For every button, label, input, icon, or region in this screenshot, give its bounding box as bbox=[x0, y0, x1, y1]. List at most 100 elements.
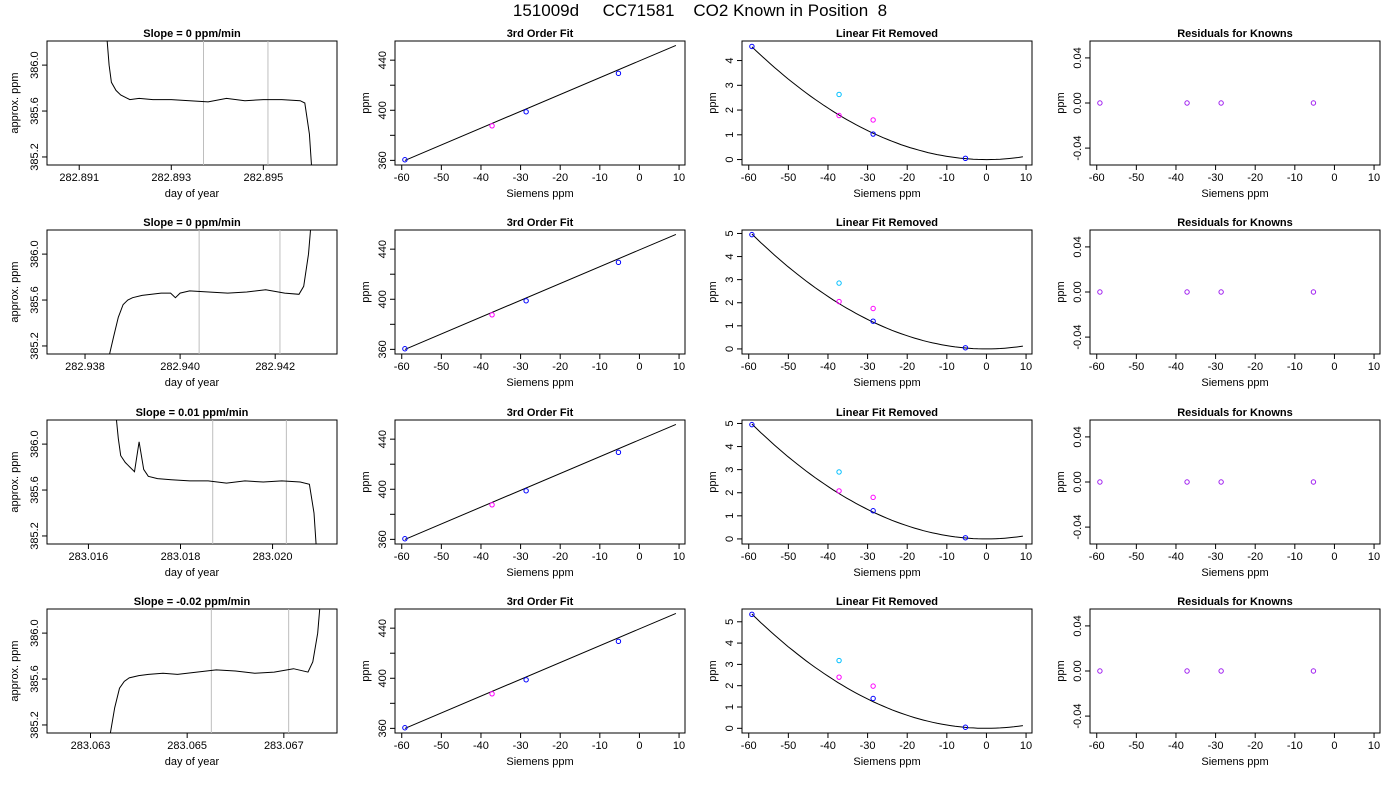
plot-frame bbox=[46, 608, 338, 734]
x-tick-label: -60 bbox=[741, 361, 757, 373]
data-point bbox=[870, 305, 876, 312]
x-tick-label: -10 bbox=[939, 361, 955, 373]
plot-title: Residuals for Knowns bbox=[1177, 596, 1293, 608]
plot-frame bbox=[741, 40, 1033, 166]
x-axis-label: Siemens ppm bbox=[506, 377, 573, 389]
x-tick-label: -50 bbox=[433, 551, 449, 563]
x-tick-label: 282.938 bbox=[65, 361, 105, 373]
y-axis-label: ppm bbox=[360, 92, 372, 113]
plot-frame bbox=[46, 229, 338, 355]
x-tick-label: -30 bbox=[1208, 172, 1224, 184]
plot-data bbox=[402, 233, 677, 352]
y-tick-label: 0.00 bbox=[1072, 92, 1084, 113]
x-tick-label: -50 bbox=[433, 361, 449, 373]
y-tick-label: 0 bbox=[724, 156, 736, 162]
data-point bbox=[1184, 289, 1190, 295]
x-tick-label: -30 bbox=[1208, 551, 1224, 563]
data-point bbox=[749, 43, 755, 50]
plot-frame bbox=[394, 419, 686, 545]
plot-1-2: 3rd Order Fit -60 -50 -40 -30 -20 -10 0 10 360 400… bbox=[360, 28, 686, 200]
x-tick-label: -40 bbox=[820, 740, 836, 752]
x-tick-label: -50 bbox=[1128, 172, 1144, 184]
data-point bbox=[836, 674, 842, 680]
data-point bbox=[402, 157, 408, 163]
x-tick-label: -60 bbox=[1089, 172, 1105, 184]
x-tick-label: -40 bbox=[1168, 172, 1184, 184]
x-tick-label: -20 bbox=[1247, 172, 1263, 184]
y-tick-label: 440 bbox=[377, 240, 389, 258]
x-tick-label: 0 bbox=[636, 361, 642, 373]
y-tick-label: 3 bbox=[724, 82, 736, 88]
x-tick-label: -30 bbox=[860, 361, 876, 373]
x-tick-label: -50 bbox=[780, 551, 796, 563]
y-tick-label: 5 bbox=[724, 230, 736, 236]
x-tick-label: -40 bbox=[820, 172, 836, 184]
plot-title: Linear Fit Removed bbox=[836, 596, 938, 608]
y-tick-label: 0.04 bbox=[1072, 47, 1084, 68]
x-tick-label: -50 bbox=[433, 740, 449, 752]
plot-title: Slope = -0.02 ppm/min bbox=[134, 596, 251, 608]
y-tick-label: 385.2 bbox=[29, 143, 41, 171]
plot-3-3: Linear Fit Removed -60 -50 -40 -30 -20 -10 0 10 0… bbox=[707, 407, 1033, 579]
plot-frame bbox=[741, 419, 1033, 545]
y-tick-label: 386.0 bbox=[29, 240, 41, 268]
x-tick-label: -30 bbox=[513, 740, 529, 752]
y-tick-label: -0.04 bbox=[1072, 136, 1084, 161]
plot-4-1: Slope = -0.02 ppm/min 283.063 283.065 283.0… bbox=[9, 596, 338, 768]
plot-frame bbox=[1089, 419, 1381, 545]
plot-data bbox=[106, 41, 312, 165]
y-tick-label: 2 bbox=[724, 683, 736, 689]
y-tick-label: 360 bbox=[377, 530, 389, 548]
data-point bbox=[749, 611, 755, 618]
x-axis-label: Siemens ppm bbox=[853, 567, 920, 579]
plot-2-4: Residuals for Knowns -60 -50 -40 -30 -20 -10 0 1… bbox=[1055, 217, 1381, 389]
y-tick-label: 2 bbox=[724, 300, 736, 306]
x-tick-label: -10 bbox=[592, 361, 608, 373]
x-axis-label: Siemens ppm bbox=[853, 756, 920, 768]
data-point bbox=[615, 259, 622, 266]
x-tick-label: -50 bbox=[433, 172, 449, 184]
x-tick-label: -60 bbox=[394, 361, 410, 373]
x-tick-label: -20 bbox=[899, 361, 915, 373]
x-tick-label: -40 bbox=[820, 551, 836, 563]
plot-frame bbox=[1089, 608, 1381, 734]
x-tick-label: -10 bbox=[939, 740, 955, 752]
plot-4-4: Residuals for Knowns -60 -50 -40 -30 -20 -10 0 1… bbox=[1055, 596, 1381, 768]
y-tick-label: 440 bbox=[377, 51, 389, 69]
x-axis-label: Siemens ppm bbox=[1201, 377, 1268, 389]
x-tick-label: 282.895 bbox=[243, 172, 283, 184]
y-tick-label: 360 bbox=[377, 719, 389, 737]
plot-title: Residuals for Knowns bbox=[1177, 217, 1293, 229]
y-tick-label: 4 bbox=[724, 640, 736, 646]
y-tick-label: 0 bbox=[724, 725, 736, 731]
x-tick-label: -50 bbox=[1128, 740, 1144, 752]
x-tick-label: 0 bbox=[983, 172, 989, 184]
data-point bbox=[615, 638, 622, 645]
data-point bbox=[1097, 100, 1103, 106]
plot-data bbox=[749, 231, 1023, 351]
y-tick-label: 4 bbox=[724, 57, 736, 63]
plot-3-1: Slope = 0.01 ppm/min 283.016 283.018 283.02… bbox=[9, 407, 338, 579]
data-point bbox=[1310, 100, 1317, 106]
y-tick-label: 440 bbox=[377, 430, 389, 448]
data-point bbox=[1184, 668, 1190, 674]
data-point bbox=[489, 691, 495, 697]
data-point bbox=[836, 469, 842, 475]
x-tick-label: -10 bbox=[939, 551, 955, 563]
x-tick-label: 10 bbox=[673, 172, 685, 184]
x-tick-label: -30 bbox=[860, 740, 876, 752]
plot-data bbox=[402, 423, 677, 542]
x-tick-label: -40 bbox=[473, 551, 489, 563]
x-tick-label: -60 bbox=[1089, 740, 1105, 752]
data-point bbox=[1218, 100, 1224, 106]
y-axis-label: ppm bbox=[1055, 92, 1067, 113]
y-tick-label: 400 bbox=[377, 290, 389, 308]
x-tick-label: -20 bbox=[552, 551, 568, 563]
y-tick-label: 360 bbox=[377, 151, 389, 169]
plot-title: 3rd Order Fit bbox=[507, 28, 574, 40]
x-tick-label: -30 bbox=[513, 551, 529, 563]
data-point bbox=[523, 488, 529, 494]
y-axis-label: approx. ppm bbox=[9, 640, 21, 701]
data-point bbox=[836, 298, 842, 305]
data-point bbox=[402, 346, 408, 352]
